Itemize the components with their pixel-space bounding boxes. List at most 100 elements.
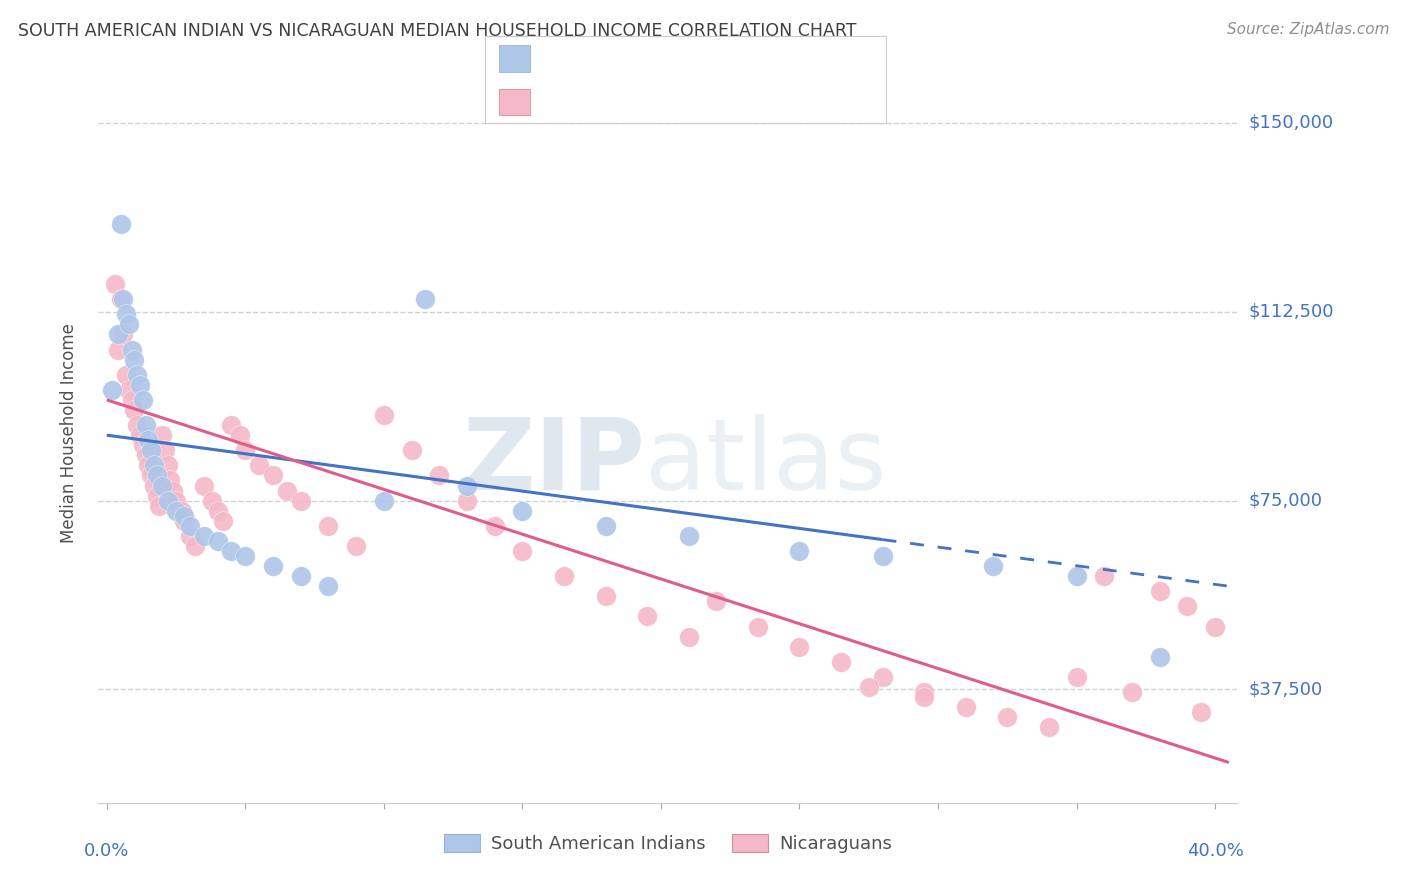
Text: 68: 68 (713, 95, 738, 113)
Point (678, 529, 700, 543)
Point (1066, 569, 1088, 583)
Point (184, 539, 207, 553)
Point (262, 559, 284, 574)
Point (142, 458, 165, 473)
Text: -0.288: -0.288 (581, 51, 645, 70)
Point (207, 533, 229, 548)
Point (401, 443, 423, 458)
Text: N =: N = (673, 51, 713, 70)
Text: $37,500: $37,500 (1249, 681, 1323, 698)
Point (1177, 599, 1199, 614)
Text: 0.0%: 0.0% (84, 842, 129, 860)
Point (139, 468, 162, 483)
Point (170, 504, 193, 518)
Point (212, 514, 235, 528)
Point (373, 493, 395, 508)
Point (456, 478, 478, 492)
Text: R =: R = (541, 95, 581, 113)
Legend: South American Indians, Nicaraguans: South American Indians, Nicaraguans (436, 827, 900, 861)
Point (512, 504, 534, 518)
Point (233, 443, 256, 458)
Point (121, 343, 143, 357)
Point (912, 685, 935, 699)
Point (107, 327, 129, 342)
Point (858, 680, 880, 694)
Point (110, 217, 132, 231)
Point (127, 368, 149, 382)
Point (1204, 619, 1226, 633)
Point (290, 569, 312, 583)
Point (129, 428, 152, 442)
Point (1066, 670, 1088, 684)
Point (118, 383, 141, 397)
Y-axis label: Median Household Income: Median Household Income (59, 323, 77, 542)
Point (318, 518, 340, 533)
Point (456, 493, 478, 508)
Point (162, 483, 184, 498)
Text: N =: N = (673, 95, 713, 113)
Point (912, 690, 935, 704)
Text: $75,000: $75,000 (1249, 491, 1323, 509)
Point (173, 514, 195, 528)
Point (153, 443, 176, 458)
Point (983, 559, 1005, 574)
Point (145, 468, 167, 483)
Text: atlas: atlas (645, 414, 887, 511)
Point (115, 368, 138, 382)
Point (1038, 720, 1060, 734)
Point (165, 493, 187, 508)
Point (678, 630, 700, 644)
Point (150, 478, 173, 492)
Point (318, 579, 340, 593)
Point (132, 392, 155, 407)
Point (1121, 685, 1143, 699)
Text: 39: 39 (713, 51, 738, 70)
Point (595, 590, 617, 604)
Point (156, 458, 179, 473)
Text: 40.0%: 40.0% (1187, 842, 1243, 860)
Point (290, 493, 312, 508)
Point (124, 403, 146, 417)
Point (121, 392, 143, 407)
Point (112, 327, 135, 342)
Point (173, 508, 195, 523)
Point (127, 418, 149, 433)
Text: $112,500: $112,500 (1249, 302, 1334, 321)
Point (872, 549, 894, 563)
Point (276, 483, 298, 498)
Point (132, 438, 155, 452)
Point (1149, 649, 1171, 664)
Point (229, 428, 252, 442)
Point (135, 418, 157, 433)
Text: Source: ZipAtlas.com: Source: ZipAtlas.com (1226, 22, 1389, 37)
Point (221, 544, 243, 558)
Point (115, 307, 138, 321)
Point (159, 474, 181, 488)
Point (148, 499, 170, 513)
Point (193, 529, 215, 543)
Point (373, 408, 395, 422)
Point (101, 383, 124, 397)
Point (136, 458, 159, 473)
Point (156, 493, 179, 508)
Point (136, 433, 159, 447)
Point (207, 504, 229, 518)
Point (179, 529, 201, 543)
Point (872, 670, 894, 684)
Point (193, 478, 215, 492)
Point (789, 544, 811, 558)
Point (553, 569, 575, 583)
Point (112, 292, 135, 306)
Point (124, 352, 146, 367)
Point (118, 318, 141, 332)
Point (139, 443, 162, 458)
Point (233, 549, 256, 563)
Point (747, 619, 769, 633)
Point (145, 489, 167, 503)
Text: -0.455: -0.455 (581, 95, 645, 113)
Point (104, 277, 127, 291)
Point (955, 700, 977, 714)
Point (201, 493, 224, 508)
Point (830, 655, 852, 669)
Text: $150,000: $150,000 (1249, 114, 1333, 132)
